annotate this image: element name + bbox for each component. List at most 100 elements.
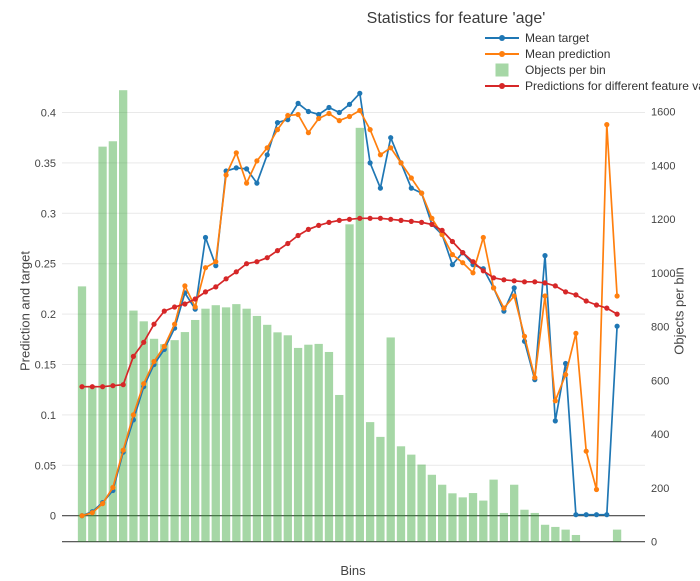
bar: [468, 493, 478, 542]
y-left-tick-label: 0.15: [35, 360, 56, 372]
bar: [396, 446, 406, 542]
bar: [551, 526, 560, 542]
data-point: [521, 279, 528, 285]
data-point: [408, 175, 414, 181]
data-point: [172, 321, 178, 327]
gridlines: [62, 112, 645, 466]
bar: [77, 286, 87, 542]
legend-item-objects-per-bin[interactable]: Objects per bin: [485, 62, 700, 78]
data-point: [357, 90, 363, 96]
data-point: [141, 381, 147, 387]
bar: [345, 224, 354, 542]
legend-item-label: Mean target: [525, 31, 590, 45]
data-point: [346, 113, 353, 120]
data-point: [419, 219, 425, 225]
mean-prediction-legend-icon: [485, 47, 519, 61]
data-point: [614, 323, 620, 329]
bar: [283, 335, 292, 542]
data-point: [89, 510, 95, 516]
legend-item-predictions-feature-values[interactable]: Predictions for different feature values: [485, 78, 700, 94]
data-point: [316, 222, 322, 228]
y-left-tick-label: 0.4: [41, 108, 56, 120]
x-axis-title: Bins: [340, 563, 366, 578]
legend: Mean target Mean prediction Objects per …: [485, 30, 700, 94]
data-point: [357, 107, 363, 114]
data-point: [110, 484, 116, 491]
data-point: [593, 486, 600, 493]
data-point: [89, 384, 95, 390]
predictions-feature-values-legend-icon: [485, 79, 519, 93]
data-point: [130, 412, 136, 418]
data-point: [583, 512, 589, 518]
bar: [479, 500, 488, 542]
data-point: [367, 127, 373, 133]
chart-title: Statistics for feature 'age': [366, 10, 546, 27]
data-point: [202, 234, 209, 241]
data-point: [398, 160, 404, 166]
data-point: [233, 150, 239, 156]
data-point: [377, 152, 383, 158]
bar: [180, 332, 190, 542]
data-point: [161, 343, 167, 349]
data-point: [172, 304, 178, 310]
data-point: [583, 448, 589, 454]
bar: [201, 308, 210, 542]
data-point: [151, 321, 157, 327]
data-point: [244, 180, 250, 186]
data-point: [398, 217, 404, 223]
data-point: [305, 108, 311, 115]
bar: [221, 307, 231, 542]
data-point: [501, 277, 507, 283]
y-right-tick-label: 0: [651, 537, 657, 549]
data-point: [151, 358, 157, 365]
y-right-tick-label: 600: [651, 375, 669, 387]
bar: [324, 351, 334, 542]
data-point: [491, 285, 497, 291]
y-right-tick-label: 200: [651, 483, 669, 495]
data-point: [388, 145, 394, 151]
data-point: [202, 289, 209, 295]
bar: [386, 337, 395, 542]
y-left-tick-label: 0.35: [35, 158, 56, 170]
tick-labels: 0 0.05 0.1 0.15 0.2 0.25 0.3 0.35 0.4 0 200 400 600 8…: [35, 107, 676, 549]
data-point: [264, 152, 270, 158]
data-point: [460, 250, 466, 256]
bar: [365, 422, 375, 542]
data-point: [511, 293, 517, 299]
data-point: [604, 305, 610, 311]
bar: [149, 338, 159, 542]
bar: [540, 524, 550, 542]
data-point: [552, 398, 558, 404]
data-point: [244, 261, 250, 267]
bar: [458, 497, 467, 542]
data-point: [274, 120, 281, 126]
data-point: [614, 293, 620, 299]
y-right-tick-label: 1400: [651, 160, 675, 172]
data-point: [79, 384, 85, 390]
bar: [108, 141, 118, 542]
data-point: [583, 298, 589, 304]
data-point: [480, 234, 486, 241]
bar: [98, 146, 107, 542]
data-point: [295, 232, 301, 239]
data-point: [367, 215, 373, 221]
bar: [314, 343, 323, 542]
data-point: [223, 276, 229, 282]
y-left-tick-label: 0.3: [41, 208, 56, 220]
y-left-tick-label: 0.2: [41, 309, 56, 321]
data-point: [254, 259, 260, 265]
data-point: [563, 372, 569, 378]
data-point: [346, 216, 353, 222]
bar: [448, 493, 457, 542]
legend-item-mean-prediction[interactable]: Mean prediction: [485, 46, 700, 62]
legend-item-mean-target[interactable]: Mean target: [485, 30, 700, 46]
bar: [427, 474, 437, 542]
data-point: [192, 296, 198, 302]
y-left-tick-label: 0.25: [35, 259, 56, 271]
bar: [242, 308, 251, 542]
bar: [355, 127, 364, 542]
y-right-tick-label: 400: [651, 429, 669, 441]
bar: [129, 310, 138, 542]
data-point: [449, 252, 455, 258]
